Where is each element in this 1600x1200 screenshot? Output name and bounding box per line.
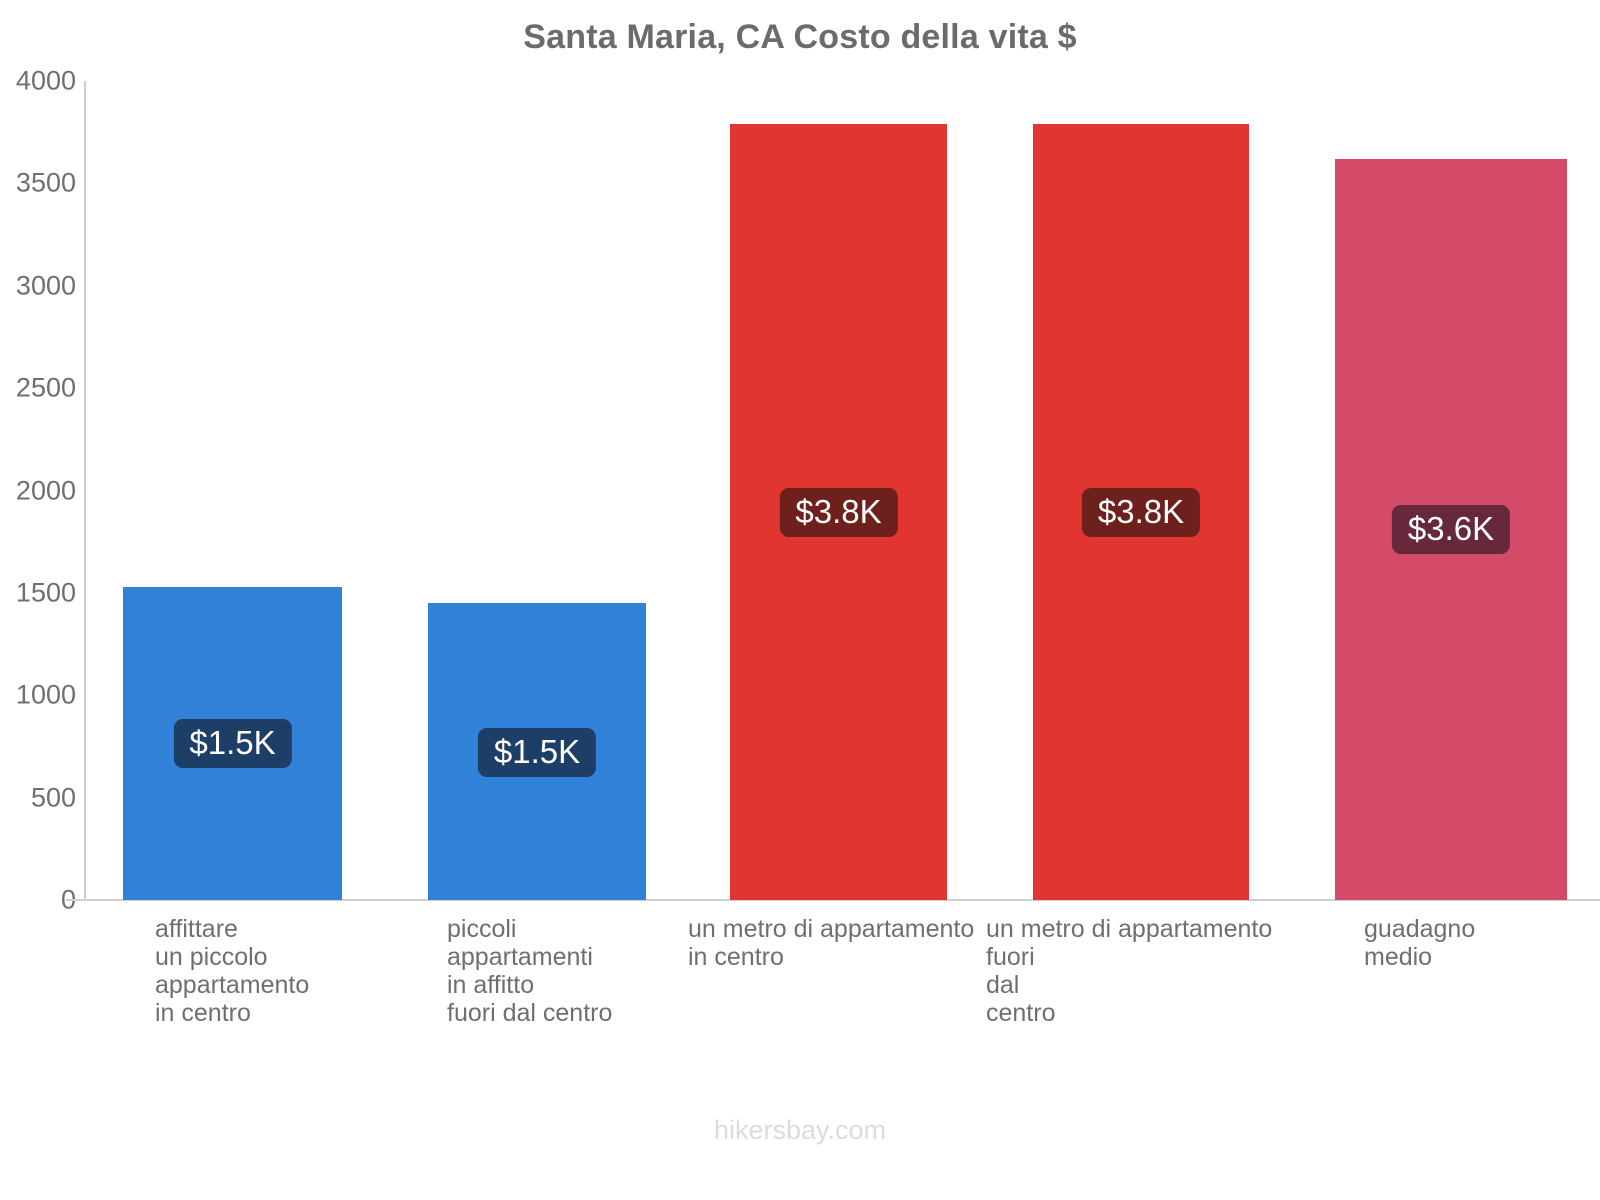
bar-value-label: $3.6K (1391, 505, 1511, 555)
bar-value-label: $1.5K (477, 727, 597, 777)
y-axis-tick-label: 1500 (15, 577, 76, 608)
x-axis-category-label: guadagno medio (1364, 915, 1476, 971)
bar-value-label: $1.5K (173, 719, 292, 769)
y-axis-line (84, 81, 86, 900)
y-axis-tick-label: 3000 (15, 270, 76, 301)
chart-title: Santa Maria, CA Costo della vita $ (523, 18, 1077, 56)
bar-value-label: $3.8K (1081, 488, 1201, 537)
bar[interactable]: $1.5K (428, 603, 646, 900)
x-axis-category-label: un metro di appartamento in centro (688, 915, 975, 971)
site-watermark: hikersbay.com (713, 1115, 887, 1145)
y-axis-tick-label: 4000 (15, 65, 76, 96)
y-axis-tick-label: 2000 (15, 475, 76, 505)
x-axis-category-label: un metro di appartamento fuori dal centr… (986, 915, 1273, 1027)
y-axis-tick-label: 500 (30, 782, 76, 813)
bar-value-label: $3.8K (779, 488, 898, 537)
bar[interactable]: $3.8K (1033, 124, 1249, 900)
x-axis-category-label: piccoli appartamenti in affitto fuori da… (447, 915, 613, 1027)
bar[interactable]: $1.5K (123, 586, 342, 900)
bars-container: $1.5K $1.5K $3.8K $3.8K $3.6K (0, 81, 1600, 900)
y-axis-tick-labels: 0 500 1000 1500 2000 2500 3000 3500 4000 (0, 0, 76, 1200)
bar[interactable]: $3.6K (1335, 158, 1567, 900)
y-axis-tick-label: 2500 (15, 372, 76, 403)
y-axis-tick-label: 1000 (15, 679, 76, 710)
y-axis-tick-label: 3500 (15, 167, 76, 198)
x-axis-baseline (66, 899, 1600, 901)
bar[interactable]: $3.8K (730, 124, 947, 900)
x-axis-category-labels: affittare un piccolo appartamento in cen… (0, 915, 1600, 1095)
x-axis-category-label: affittare un piccolo appartamento in cen… (155, 915, 310, 1027)
